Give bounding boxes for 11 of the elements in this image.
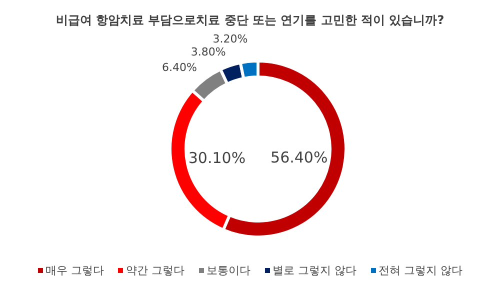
data-label: 3.80% (190, 46, 226, 59)
legend-label: 약간 그렇다 (125, 263, 184, 278)
data-label: 56.40% (270, 148, 328, 166)
legend-label: 매우 그렇다 (44, 263, 104, 278)
data-label: 3.20% (212, 32, 248, 46)
chart-title: 비급여 항암치료 부담으로치료 중단 또는 연기를 고민한 적이 있습니까? (54, 12, 446, 29)
legend-label: 전혀 그렇지 않다 (378, 263, 462, 278)
data-label: 6.40% (162, 60, 197, 74)
data-label: 30.10% (188, 149, 246, 168)
legend-label: 보통이다 (206, 263, 250, 278)
legend-label: 별로 그렇지 않다 (272, 263, 356, 278)
